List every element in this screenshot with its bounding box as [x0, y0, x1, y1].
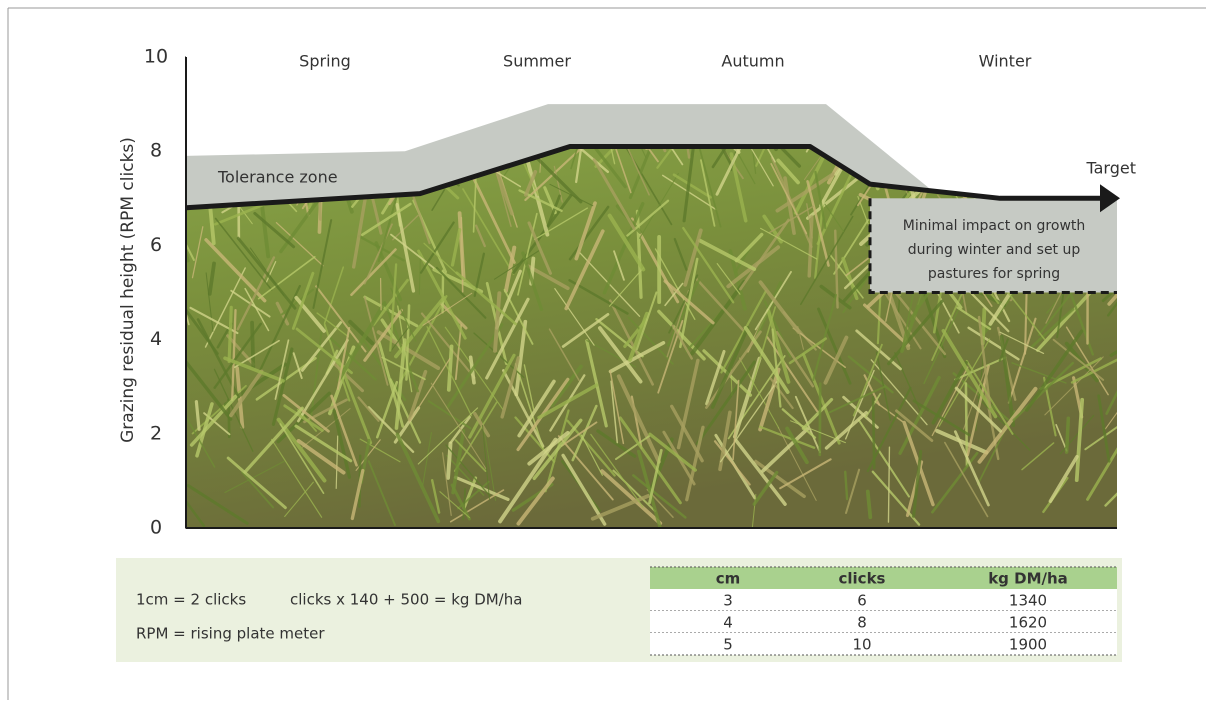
season-label: Winter	[979, 52, 1032, 71]
grass-blade	[942, 131, 969, 159]
grass-blade	[868, 491, 871, 517]
note: clicks x 140 + 500 = kg DM/ha	[290, 591, 522, 609]
y-tick-label: 8	[150, 140, 162, 162]
grass-blade	[444, 66, 450, 137]
grass-blade	[381, 279, 382, 310]
grass-blade	[906, 127, 966, 169]
grass-blade	[339, 111, 354, 137]
grass-blade	[930, 130, 954, 157]
grass-blade	[951, 92, 967, 149]
y-tick-label: 6	[150, 234, 162, 256]
grass-blade	[1030, 150, 1032, 191]
grass-blade	[244, 69, 283, 143]
table-cell: 6	[857, 592, 867, 610]
grass-blade	[1046, 146, 1064, 172]
grass-blade	[1103, 75, 1158, 151]
table-cell: 1620	[1009, 614, 1047, 632]
grass-blade	[259, 88, 270, 156]
grass-blade	[401, 104, 417, 140]
grass-blade	[1080, 95, 1082, 178]
table-cell: 1340	[1009, 592, 1047, 610]
grass-blade	[1060, 57, 1103, 141]
table-cell: 1900	[1009, 636, 1047, 654]
grass-blade	[1053, 62, 1093, 150]
season-label: Spring	[299, 52, 351, 71]
grass-blade	[1038, 162, 1063, 196]
table-header: cm	[716, 570, 741, 588]
annotation: pastures for spring	[928, 266, 1060, 282]
table-cell: 8	[857, 614, 867, 632]
table-header: kg DM/ha	[988, 570, 1068, 588]
y-tick-label: 4	[150, 328, 162, 350]
grass-blade	[924, 94, 957, 143]
grass-blade	[1111, 321, 1169, 356]
chart: Grazing residual height (RPM clicks) 1cm…	[0, 0, 1214, 708]
grass-blade	[302, 121, 337, 143]
grass-blade	[1075, 82, 1085, 140]
y-tick-label: 0	[150, 517, 162, 539]
grass-blade	[252, 323, 253, 367]
grass-blade	[1049, 74, 1097, 139]
grass-blade	[922, 156, 946, 181]
table-cell: 5	[723, 636, 733, 654]
table-header: clicks	[839, 570, 886, 588]
grass-blade	[229, 307, 231, 361]
table-cell: 10	[852, 636, 871, 654]
annotation: Minimal impact on growth	[903, 218, 1086, 234]
grass-blade	[165, 182, 187, 260]
season-label: Autumn	[721, 52, 784, 71]
note: 1cm = 2 clicks	[136, 591, 246, 609]
grass-blade	[350, 69, 403, 157]
grass-blade	[873, 397, 874, 468]
table-cell: 3	[723, 592, 733, 610]
grass-blade	[240, 59, 274, 140]
grass-blade	[888, 447, 889, 522]
y-tick-label: 2	[150, 422, 162, 444]
note: RPM = rising plate meter	[136, 625, 325, 643]
grass-blade	[1058, 107, 1115, 143]
grass-blade	[899, 77, 950, 152]
y-tick-label: 10	[144, 46, 168, 68]
grass-blade	[1039, 116, 1064, 183]
y-axis-label: Grazing residual height (RPM clicks)	[118, 137, 138, 443]
grass-blade	[263, 72, 309, 160]
grass-blade	[221, 95, 279, 151]
grass-blade	[1005, 147, 1043, 203]
annotation: Tolerance zone	[217, 168, 338, 187]
annotation: during winter and set up	[908, 242, 1081, 258]
grass-blade	[1109, 243, 1163, 304]
season-label: Summer	[503, 52, 571, 71]
annotation: Target	[1086, 159, 1137, 178]
table-cell: 4	[723, 614, 733, 632]
grass-blade	[966, 133, 1014, 167]
grass-blade	[1067, 418, 1069, 452]
grass-blade	[215, 112, 267, 149]
